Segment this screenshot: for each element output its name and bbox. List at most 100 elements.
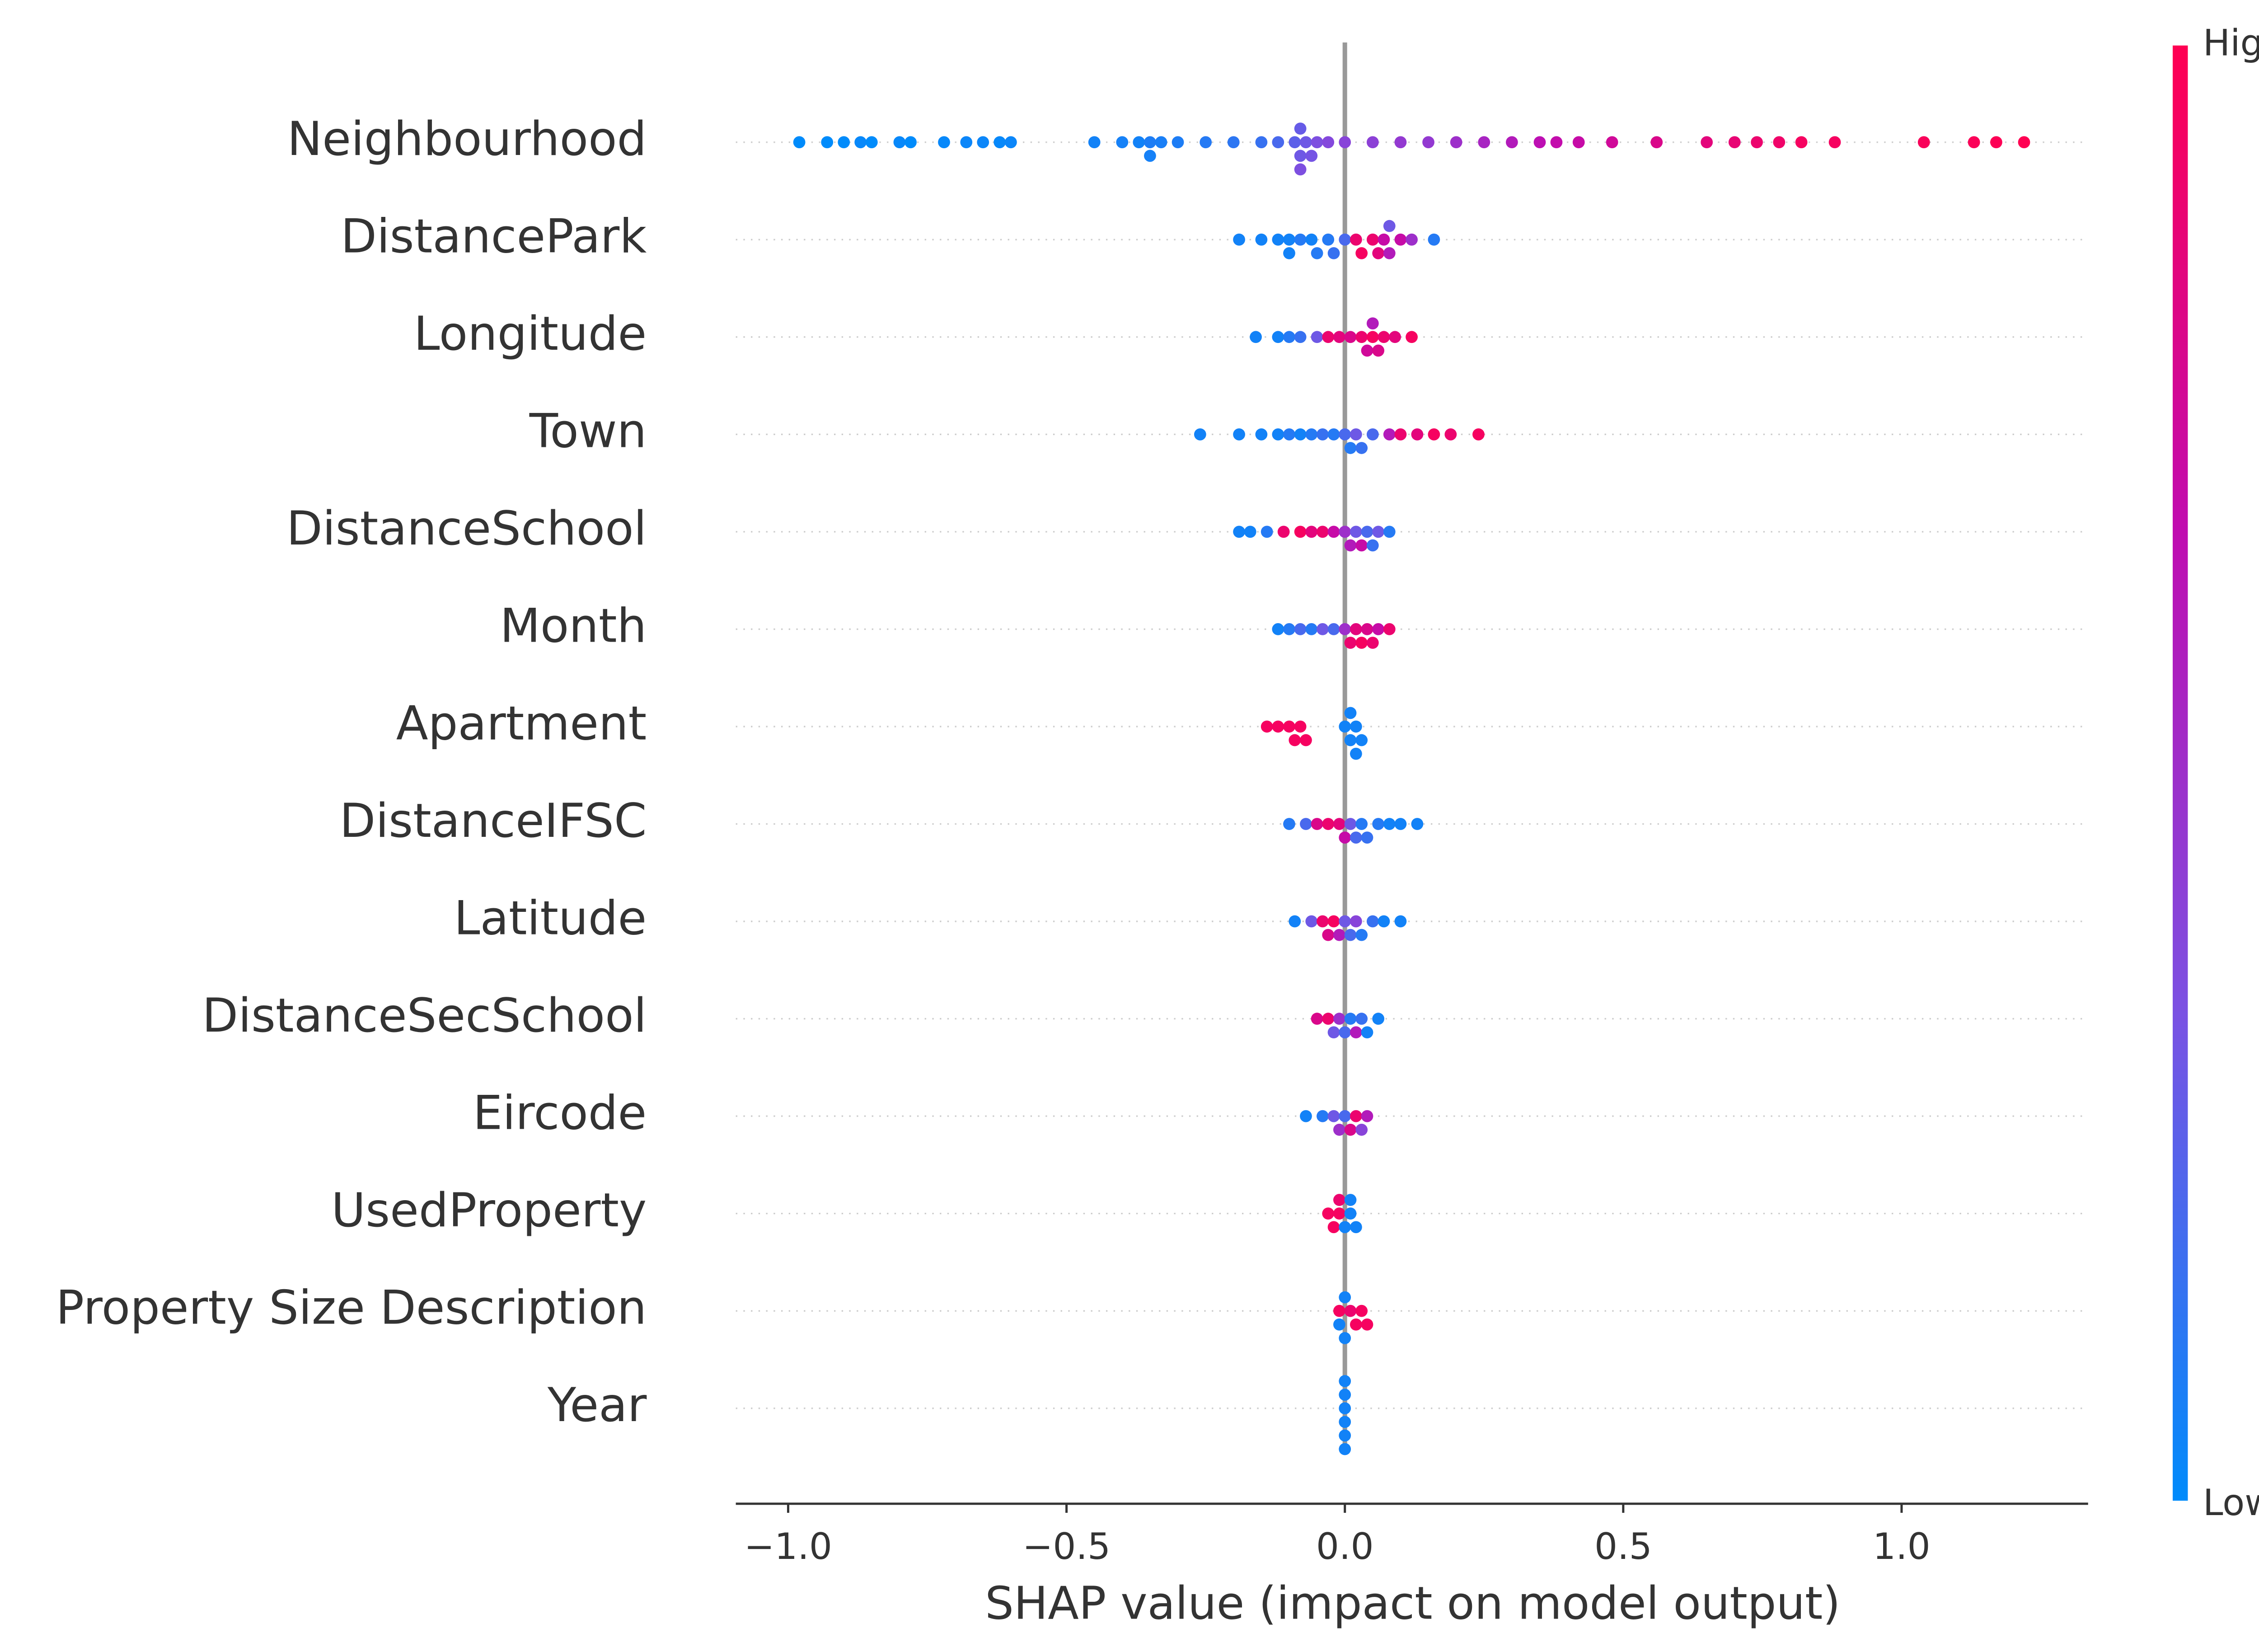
- shap-point: [1411, 818, 1424, 830]
- shap-point: [1339, 1026, 1351, 1039]
- shap-point: [1317, 915, 1329, 928]
- shap-point: [1333, 929, 1345, 941]
- shap-point: [1383, 623, 1396, 635]
- shap-point: [1327, 526, 1340, 538]
- shap-point: [1505, 136, 1518, 149]
- shap-point: [1283, 623, 1295, 635]
- shap-point: [1339, 1291, 1351, 1304]
- shap-point: [1344, 818, 1357, 830]
- shap-point: [1155, 136, 1167, 149]
- shap-point: [1333, 1207, 1345, 1220]
- shap-point: [1394, 428, 1407, 441]
- shap-point: [1383, 220, 1396, 232]
- shap-point: [1311, 247, 1323, 259]
- shap-point: [1333, 331, 1345, 343]
- shap-point: [1366, 331, 1379, 343]
- shap-point: [1339, 1443, 1351, 1455]
- shap-point: [1406, 331, 1418, 343]
- shap-point: [1339, 915, 1351, 928]
- shap-point: [1311, 818, 1323, 830]
- shap-point: [1344, 637, 1357, 649]
- shap-point: [1355, 247, 1368, 259]
- shap-point: [1350, 1318, 1362, 1331]
- shap-point: [1294, 526, 1307, 538]
- shap-point: [1272, 233, 1284, 246]
- shap-point: [1294, 331, 1307, 343]
- shap-point: [1350, 233, 1362, 246]
- shap-point: [1317, 526, 1329, 538]
- shap-point: [1283, 428, 1295, 441]
- shap-point: [1701, 136, 1713, 149]
- shap-point: [1344, 1305, 1357, 1317]
- shap-point: [1366, 233, 1379, 246]
- shap-point: [1322, 1207, 1335, 1220]
- shap-point: [1339, 233, 1351, 246]
- shap-point: [1317, 428, 1329, 441]
- shap-point: [1327, 623, 1340, 635]
- shap-point: [905, 136, 917, 149]
- shap-point: [1305, 623, 1318, 635]
- shap-point: [1361, 526, 1373, 538]
- shap-point: [1450, 136, 1462, 149]
- shap-point: [1305, 233, 1318, 246]
- shap-point: [1294, 163, 1307, 176]
- shap-point: [865, 136, 878, 149]
- shap-point: [1394, 233, 1407, 246]
- shap-point: [1327, 428, 1340, 441]
- shap-point: [1344, 1207, 1357, 1220]
- shap-point: [1339, 526, 1351, 538]
- shap-point: [1366, 637, 1379, 649]
- shap-point: [1244, 526, 1256, 538]
- shap-point: [1333, 818, 1345, 830]
- shap-point: [1333, 1318, 1345, 1331]
- shap-point: [1305, 428, 1318, 441]
- shap-point: [1350, 915, 1362, 928]
- shap-point: [1289, 734, 1301, 746]
- shap-point: [1372, 526, 1385, 538]
- shap-point: [1422, 136, 1434, 149]
- shap-point: [1350, 623, 1362, 635]
- shap-point: [1344, 707, 1357, 719]
- shap-point: [1394, 818, 1407, 830]
- shap-point: [1327, 915, 1340, 928]
- shap-point: [1339, 720, 1351, 733]
- shap-point: [1272, 136, 1284, 149]
- shap-point: [1300, 1110, 1312, 1122]
- shap-point: [1289, 915, 1301, 928]
- shap-point: [1344, 331, 1357, 343]
- shap-point: [1233, 526, 1245, 538]
- shap-point: [1917, 136, 1930, 149]
- shap-point: [1773, 136, 1786, 149]
- shap-point: [1350, 1110, 1362, 1122]
- colorbar-high: High: [2203, 22, 2259, 64]
- shap-point: [1411, 428, 1424, 441]
- shap-point: [838, 136, 850, 149]
- shap-point: [1361, 344, 1373, 357]
- shap-point: [1378, 233, 1390, 246]
- y-tick-label: Property Size Description: [56, 1281, 647, 1335]
- shap-point: [1383, 818, 1396, 830]
- shap-point: [1305, 150, 1318, 162]
- shap-point: [1372, 818, 1385, 830]
- shap-point: [1272, 720, 1284, 733]
- shap-point: [1250, 331, 1262, 343]
- shap-point: [1283, 247, 1295, 259]
- shap-point: [1355, 331, 1368, 343]
- shap-point: [1366, 136, 1379, 149]
- shap-point: [1344, 734, 1357, 746]
- shap-point: [1350, 1221, 1362, 1234]
- shap-point: [1339, 1416, 1351, 1428]
- shap-point: [1333, 1013, 1345, 1025]
- shap-point: [1372, 623, 1385, 635]
- shap-point: [1327, 1110, 1340, 1122]
- shap-point: [1272, 623, 1284, 635]
- shap-point: [1366, 317, 1379, 330]
- shap-point: [1322, 818, 1335, 830]
- shap-point: [1478, 136, 1490, 149]
- shap-point: [1355, 818, 1368, 830]
- shap-point: [1327, 1221, 1340, 1234]
- shap-point: [1350, 428, 1362, 441]
- shap-point: [994, 136, 1006, 149]
- shap-point: [1344, 442, 1357, 454]
- shap-point: [1261, 526, 1273, 538]
